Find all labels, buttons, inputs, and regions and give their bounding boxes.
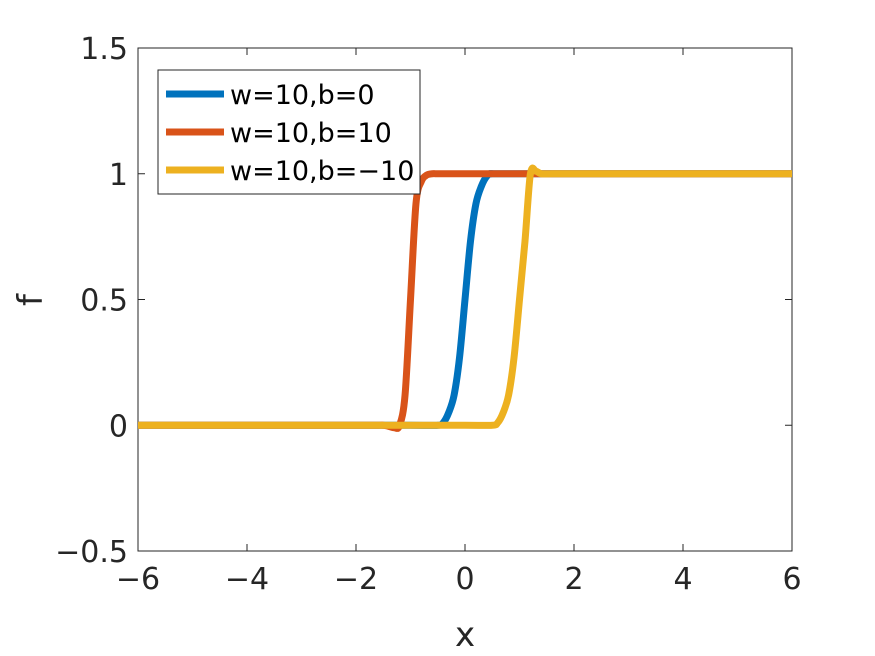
y-tick-label: 0: [109, 409, 128, 444]
x-tick-label: −4: [225, 562, 269, 597]
y-tick-label: 0.5: [80, 284, 128, 319]
x-tick-label: 6: [782, 562, 801, 597]
legend-label-2: w=10,b=10: [230, 118, 392, 149]
x-tick-label: 4: [673, 562, 692, 597]
x-tick-label: −2: [334, 562, 378, 597]
y-tick-label: 1.5: [80, 32, 128, 67]
series-line-3: [138, 164, 792, 429]
x-tick-label: 2: [564, 562, 583, 597]
x-axis-label: x: [455, 615, 475, 655]
tick-labels: −6 −4 −2 0 2 4 6 −0.5 0 0.5 1 1.5: [55, 32, 801, 597]
legend-label-3: w=10,b=−10: [230, 156, 414, 187]
y-tick-label: 1: [109, 158, 128, 193]
y-tick-label: −0.5: [55, 535, 128, 570]
x-tick-label: 0: [455, 562, 474, 597]
y-axis-label: f: [11, 293, 51, 306]
legend: w=10,b=0 w=10,b=10 w=10,b=−10: [157, 69, 421, 195]
legend-label-1: w=10,b=0: [230, 80, 375, 111]
x-tick-label: −6: [116, 562, 160, 597]
